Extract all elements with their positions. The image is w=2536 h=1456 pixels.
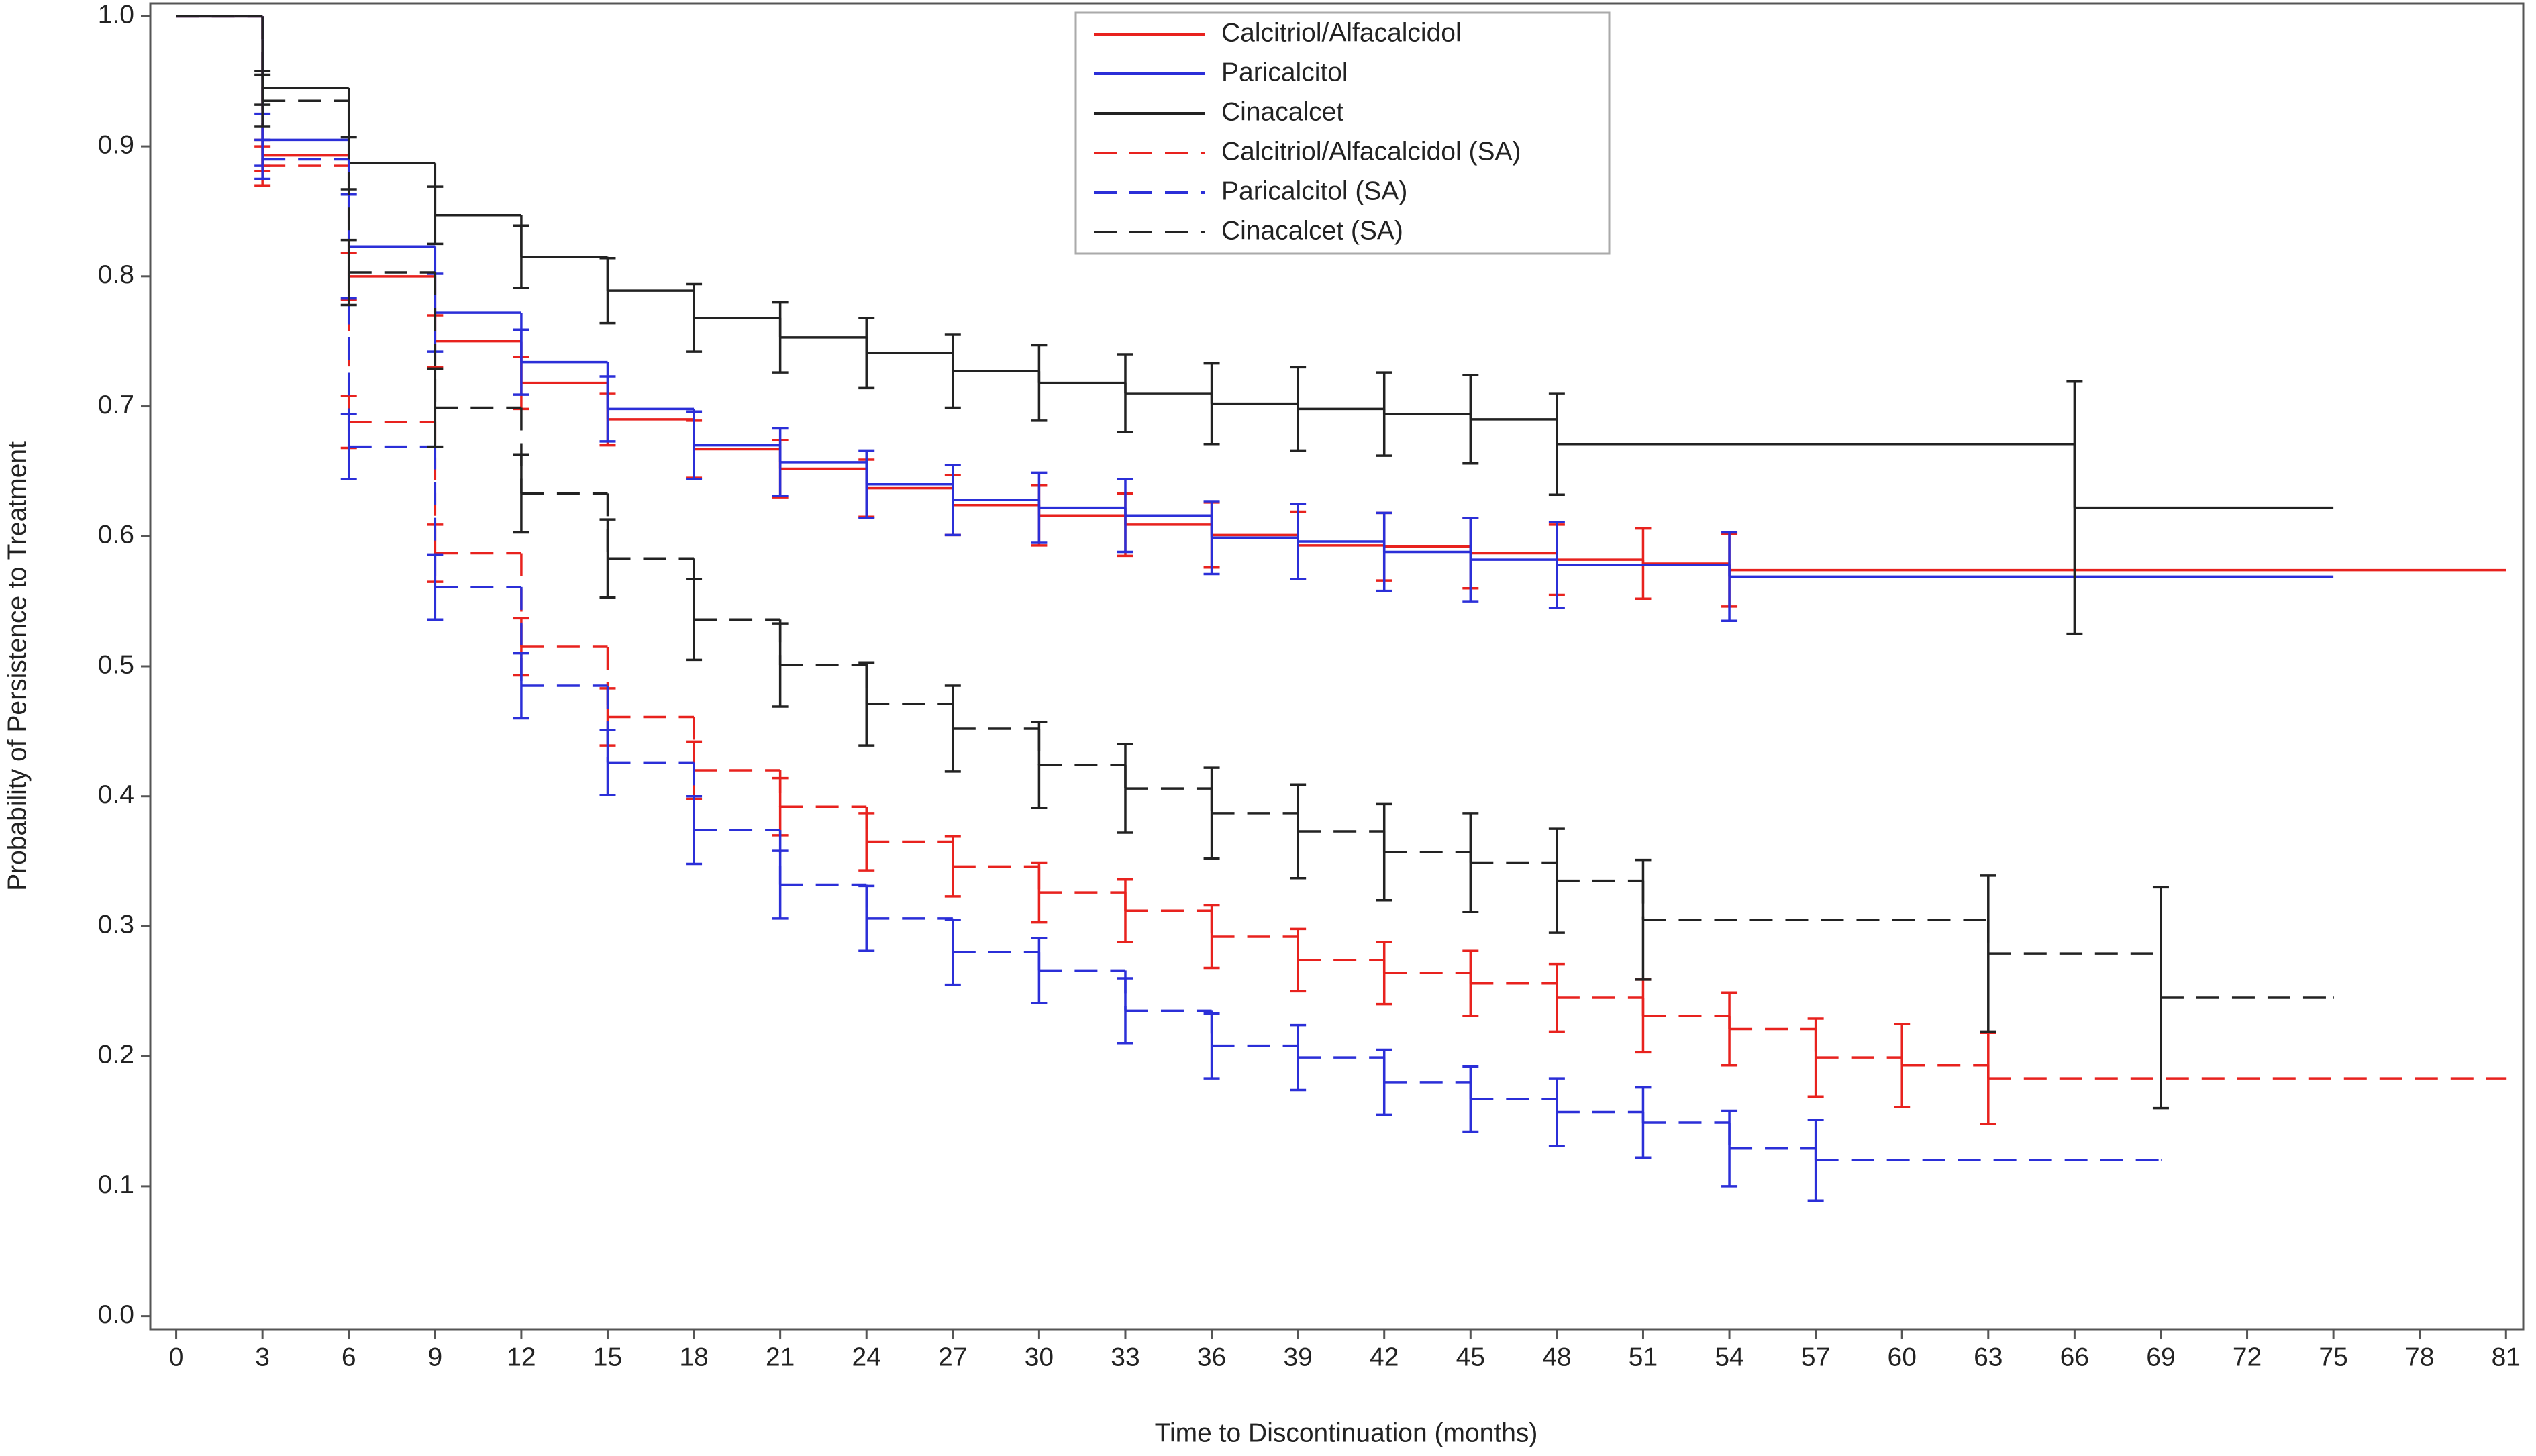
legend-box bbox=[1074, 11, 1611, 255]
x-tick-label: 18 bbox=[679, 1343, 708, 1371]
y-tick-label: 0.5 bbox=[98, 650, 134, 679]
y-axis-label: Probability of Persistence to Treatment bbox=[3, 441, 32, 891]
x-tick-label: 66 bbox=[2060, 1343, 2089, 1371]
x-tick-label: 12 bbox=[507, 1343, 536, 1371]
legend-label: Paricalcitol bbox=[1221, 58, 1348, 87]
x-tick-label: 42 bbox=[1370, 1343, 1399, 1371]
x-tick-label: 51 bbox=[1629, 1343, 1658, 1371]
x-tick-label: 9 bbox=[427, 1343, 442, 1371]
x-tick-label: 54 bbox=[1715, 1343, 1743, 1371]
y-tick-label: 0.6 bbox=[98, 521, 134, 550]
x-axis-label: Time to Discontinuation (months) bbox=[1155, 1418, 1538, 1447]
x-tick-label: 30 bbox=[1025, 1343, 1054, 1371]
legend-label: Cinacalcet bbox=[1221, 97, 1343, 126]
x-tick-label: 72 bbox=[2233, 1343, 2262, 1371]
y-tick-label: 0.0 bbox=[98, 1300, 134, 1329]
x-tick-label: 81 bbox=[2492, 1343, 2521, 1371]
x-tick-label: 48 bbox=[1542, 1343, 1571, 1371]
x-tick-label: 21 bbox=[766, 1343, 795, 1371]
x-tick-label: 39 bbox=[1283, 1343, 1312, 1371]
legend-label: Paricalcitol (SA) bbox=[1221, 176, 1407, 205]
x-tick-label: 75 bbox=[2319, 1343, 2347, 1371]
legend-label: Calcitriol/Alfacalcidol (SA) bbox=[1221, 137, 1521, 166]
x-tick-label: 6 bbox=[342, 1343, 356, 1371]
y-tick-label: 0.9 bbox=[98, 130, 134, 159]
y-tick-label: 0.3 bbox=[98, 911, 134, 939]
legend-label: Cinacalcet (SA) bbox=[1221, 216, 1403, 245]
x-tick-label: 24 bbox=[852, 1343, 881, 1371]
x-tick-label: 63 bbox=[1974, 1343, 2002, 1371]
x-tick-label: 27 bbox=[938, 1343, 967, 1371]
y-tick-label: 0.1 bbox=[98, 1170, 134, 1199]
y-tick-label: 0.7 bbox=[98, 391, 134, 419]
x-tick-label: 3 bbox=[255, 1343, 270, 1371]
x-tick-label: 36 bbox=[1197, 1343, 1226, 1371]
y-tick-label: 0.4 bbox=[98, 780, 134, 809]
y-tick-label: 1.0 bbox=[98, 1, 134, 30]
x-tick-label: 78 bbox=[2405, 1343, 2434, 1371]
y-tick-label: 0.2 bbox=[98, 1040, 134, 1069]
x-tick-label: 57 bbox=[1801, 1343, 1830, 1371]
x-tick-label: 15 bbox=[593, 1343, 622, 1371]
legend-label: Calcitriol/Alfacalcidol bbox=[1221, 18, 1462, 47]
y-tick-label: 0.8 bbox=[98, 260, 134, 289]
x-tick-label: 33 bbox=[1111, 1343, 1139, 1371]
x-tick-label: 45 bbox=[1456, 1343, 1485, 1371]
x-tick-label: 0 bbox=[169, 1343, 184, 1371]
x-tick-label: 60 bbox=[1888, 1343, 1917, 1371]
x-tick-label: 69 bbox=[2146, 1343, 2175, 1371]
